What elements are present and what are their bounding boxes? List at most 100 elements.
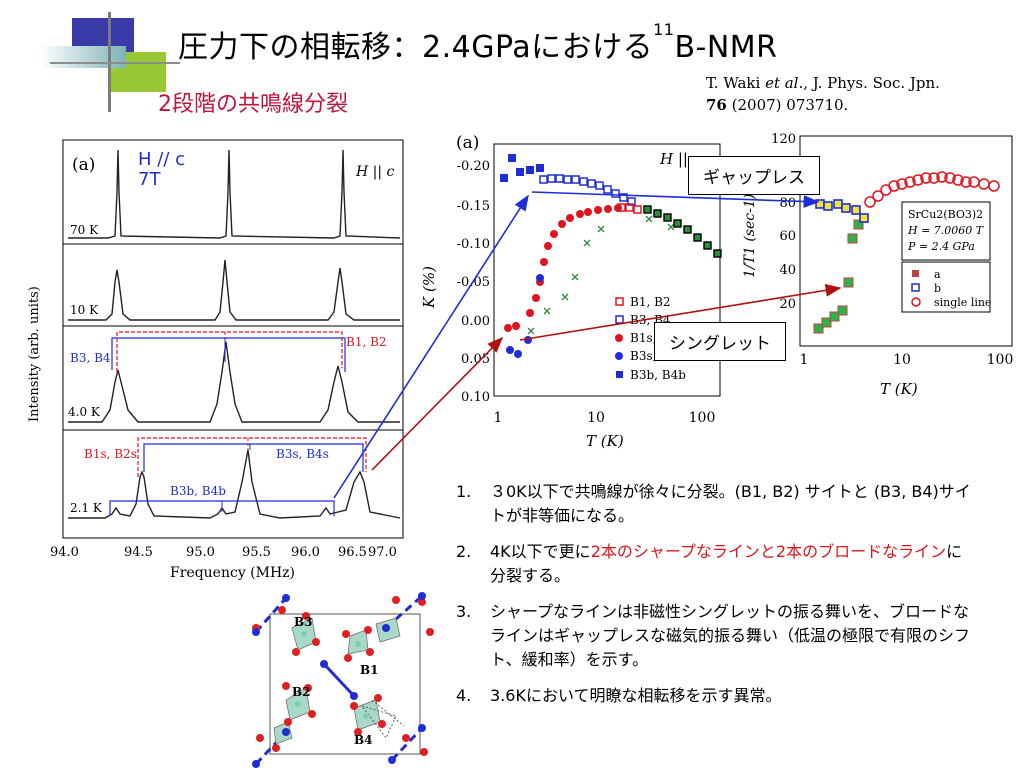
knight-xtick-1: 1 bbox=[494, 410, 503, 426]
t1-data-a bbox=[813, 219, 864, 334]
t1-xtick-10: 10 bbox=[893, 352, 911, 368]
arrow-singlet-t1 bbox=[519, 283, 842, 341]
t1-xtick-100: 100 bbox=[987, 352, 1014, 368]
xtick-94.5: 94.5 bbox=[124, 545, 153, 560]
temp-10K: 10 K bbox=[70, 303, 99, 317]
structure-label-b1: B1 bbox=[360, 663, 379, 677]
knight-panel-label: (a) bbox=[456, 133, 479, 153]
decor-horizontal-line bbox=[50, 62, 180, 64]
split-b3s4s bbox=[143, 443, 364, 472]
xtick-95.5: 95.5 bbox=[242, 545, 271, 560]
findings-list: 1. ３0K以下で共鳴線が徐々に分裂。(B1, B2) サイトと (B3, B4… bbox=[456, 480, 976, 720]
list-number: 2. bbox=[456, 542, 472, 561]
t1-data-single-line bbox=[864, 171, 1000, 208]
title-superscript: 11 bbox=[653, 20, 675, 39]
t1-ylabel: 1/T1 (sec-1) bbox=[742, 194, 758, 278]
knight-data-b12-red bbox=[504, 204, 622, 332]
xtick-96.5: 96.5 bbox=[338, 545, 367, 560]
arrow-singlet-spectrum bbox=[371, 336, 504, 471]
knight-xtick-10: 10 bbox=[587, 410, 605, 426]
structure-label-b2: B2 bbox=[292, 685, 311, 699]
list-number: 4. bbox=[456, 686, 472, 705]
list-number: 1. bbox=[456, 482, 472, 501]
list-text-post: に分裂する。 bbox=[490, 542, 963, 585]
t1-relaxation-chart: 20 40 60 80 100 120 1 10 100 T (K) 1/T1 … bbox=[742, 132, 1014, 398]
knight-ytick-0: -0.20 bbox=[457, 159, 490, 174]
label-b34: B3, B4 bbox=[70, 351, 111, 365]
knight-xtick-100: 100 bbox=[689, 410, 716, 426]
overlay-field-label: H // c 7T bbox=[138, 150, 185, 190]
title-tail: B-NMR bbox=[674, 30, 778, 65]
knight-shift-chart: (a) H || -0.20 -0.15 -0.10 -0.05 0.00 0.… bbox=[420, 133, 722, 450]
knight-data-b3b4b-blue-squares bbox=[500, 154, 544, 182]
t1-ytick-20: 20 bbox=[779, 297, 796, 312]
callout-singlet: シングレット bbox=[654, 322, 786, 361]
t1-legend-a: a bbox=[934, 268, 941, 281]
t1-xlabel: T (K) bbox=[880, 380, 918, 398]
citation-etal: et al bbox=[765, 74, 799, 92]
t1-info-pressure: P = 2.4 GPa bbox=[907, 240, 975, 253]
nmr-spectra-figure: (a) H || c 70 K 10 K 4.0 K 2.1 K B3, B4 … bbox=[27, 139, 404, 581]
spectra-panel-label: (a) bbox=[72, 155, 95, 175]
t1-data-b bbox=[815, 199, 869, 223]
label-b12: B1, B2 bbox=[346, 335, 387, 349]
arrow-gapless-t1 bbox=[531, 191, 820, 208]
t1-ytick-40: 40 bbox=[779, 263, 796, 278]
knight-data-highT-black bbox=[643, 205, 722, 258]
xtick-95.0: 95.0 bbox=[186, 545, 215, 560]
label-b3b4b: B3b, B4b bbox=[170, 484, 226, 498]
list-item: 3. シャープなラインは非磁性シングレットの振る舞いを、ブロードなラインはギャッ… bbox=[456, 600, 976, 672]
spectra-ylabel: Intensity (arb. units) bbox=[27, 286, 42, 422]
callout-gapless: ギャップレス bbox=[688, 156, 820, 195]
list-text: ３0K以下で共鳴線が徐々に分裂。(B1, B2) サイトと (B3, B4)サイ… bbox=[490, 482, 971, 525]
t1-xtick-1: 1 bbox=[800, 352, 809, 368]
citation: T. Waki et al., J. Phys. Soc. Jpn. 76 (2… bbox=[706, 72, 1016, 116]
list-item: 2. 4K以下で更に2本のシャープなラインと2本のブロードなラインに分裂する。 bbox=[456, 540, 976, 588]
citation-volume: 76 bbox=[706, 96, 727, 114]
overlay-field-strength: 7T bbox=[138, 169, 161, 190]
label-b3s4s: B3s, B4s bbox=[276, 447, 329, 461]
knight-ytick-1: -0.15 bbox=[457, 199, 490, 214]
citation-journal: ., J. Phys. Soc. Jpn. bbox=[798, 74, 940, 92]
t1-legend-b: b bbox=[934, 282, 941, 295]
knight-xlabel: T (K) bbox=[586, 432, 624, 450]
list-item: 1. ３0K以下で共鳴線が徐々に分裂。(B1, B2) サイトと (B3, B4… bbox=[456, 480, 976, 528]
spectrum-2K bbox=[68, 449, 401, 519]
arrow-gapless-spectrum bbox=[333, 194, 529, 499]
knight-ytick-5: 0.05 bbox=[461, 352, 490, 367]
citation-year-page: (2007) 073710. bbox=[726, 96, 849, 114]
t1-ytick-80: 80 bbox=[779, 196, 796, 211]
xtick-94.0: 94.0 bbox=[50, 545, 79, 560]
xtick-96.0: 96.0 bbox=[291, 545, 320, 560]
temp-70K: 70 K bbox=[70, 223, 99, 237]
list-text-pre: 4K以下で更に bbox=[490, 542, 591, 561]
knight-ytick-6: 0.10 bbox=[461, 390, 490, 405]
label-b1s2s: B1s, B2s bbox=[84, 447, 137, 461]
knight-data-b12-open-red bbox=[617, 203, 642, 214]
knight-legend-0: B1, B2 bbox=[630, 295, 671, 309]
spectrum-4K bbox=[68, 341, 400, 423]
list-text: 3.6Kにおいて明瞭な相転移を示す異常。 bbox=[490, 686, 782, 705]
knight-ytick-4: 0.00 bbox=[461, 314, 490, 329]
knight-ytick-2: -0.10 bbox=[457, 237, 490, 252]
knight-field-label: H || bbox=[659, 150, 688, 168]
spectrum-10K bbox=[68, 259, 400, 321]
citation-authors: T. Waki bbox=[706, 74, 766, 92]
slide-title: 圧力下の相転移：2.4GPaにおける11B-NMR bbox=[178, 20, 778, 66]
spectrum-70K bbox=[68, 149, 401, 239]
list-text-highlight: 2本のシャープなラインと2本のブロードなライン bbox=[590, 542, 947, 561]
split-b1s2s bbox=[137, 437, 367, 477]
structure-label-b4: B4 bbox=[354, 733, 373, 747]
list-number: 3. bbox=[456, 602, 472, 621]
t1-ytick-120: 120 bbox=[771, 132, 796, 147]
t1-info-compound: SrCu2(BO3)2 bbox=[908, 208, 983, 221]
list-text: シャープなラインは非磁性シングレットの振る舞いを、ブロードなラインはギャップレス… bbox=[490, 602, 971, 669]
split-b12 bbox=[116, 331, 343, 372]
overlay-field-direction: H // c bbox=[138, 149, 186, 170]
title-main: 圧力下の相転移：2.4GPaにおける bbox=[178, 30, 654, 65]
knight-ylabel: K (%) bbox=[420, 266, 438, 309]
t1-info-field: H = 7.0060 T bbox=[907, 224, 985, 237]
t1-ytick-60: 60 bbox=[779, 229, 796, 244]
list-text: 4K以下で更に2本のシャープなラインと2本のブロードなラインに分裂する。 bbox=[490, 540, 976, 588]
